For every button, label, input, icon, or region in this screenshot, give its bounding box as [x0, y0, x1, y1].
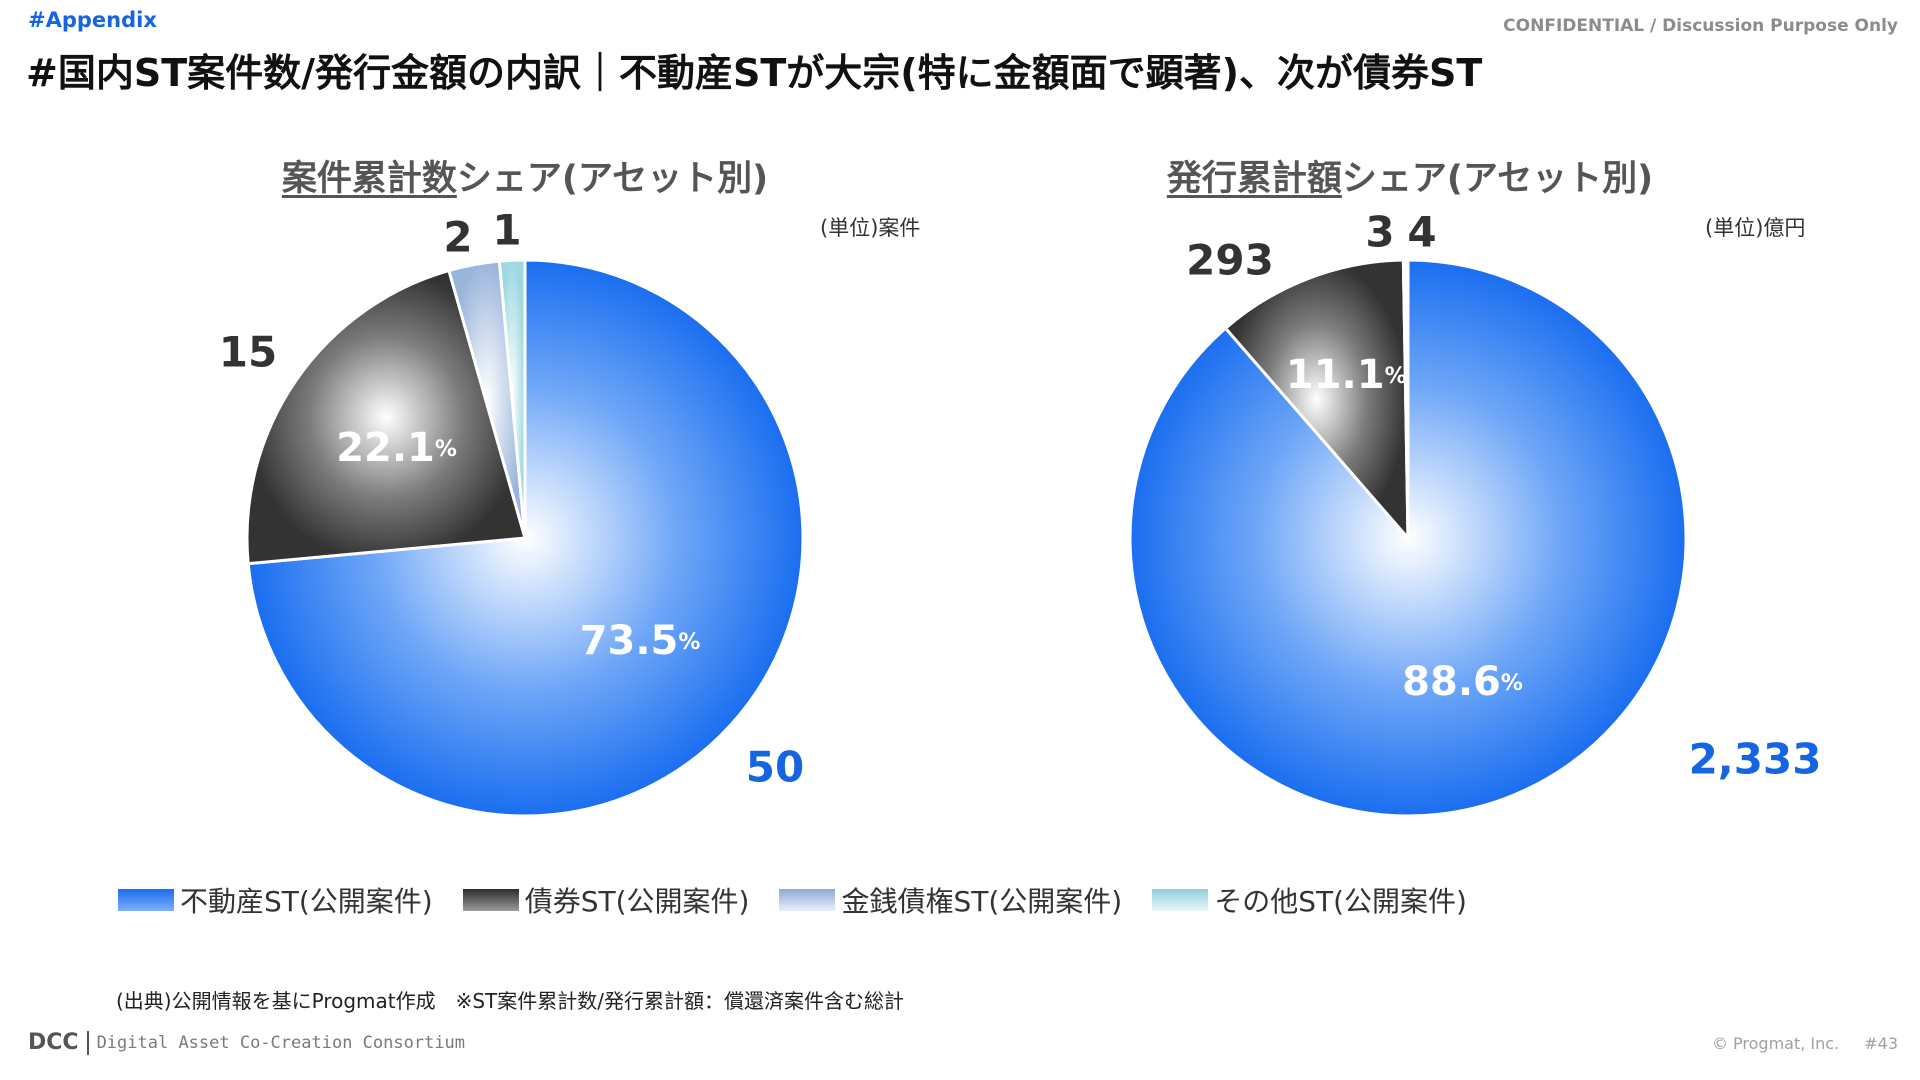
percent-sign: %	[1501, 671, 1523, 696]
percent-value: 11.1	[1286, 352, 1385, 398]
legend-swatch-real-estate	[118, 889, 174, 911]
legend: 不動産ST(公開案件) 債券ST(公開案件) 金銭債権ST(公開案件) その他S…	[118, 880, 1497, 920]
percent-label: 11.1%	[1286, 352, 1407, 398]
unit-label-count: (単位)案件	[820, 216, 921, 240]
legend-label: 不動産ST(公開案件)	[180, 885, 433, 918]
legend-item-monetary-claim: 金銭債権ST(公開案件)	[779, 880, 1122, 920]
chart-title-amount-rest: シェア(アセット別)	[1341, 159, 1654, 199]
percent-value: 22.1	[336, 425, 435, 471]
chart-title-amount-underlined: 発行累計額	[1166, 159, 1342, 199]
confidential-label: CONFIDENTIAL / Discussion Purpose Only	[1503, 16, 1898, 36]
page-title: #国内ST案件数/発行金額の内訳｜不動産STが大宗(特に金額面で顕著)、次が債券…	[26, 51, 1483, 95]
source-note: (出典)公開情報を基にProgmat作成 ※ST案件累計数/発行累計額：償還済案…	[116, 989, 905, 1013]
percent-label: 73.5%	[580, 618, 701, 664]
dcc-logo-text: DCC	[28, 1030, 79, 1055]
chart-title-count-underlined: 案件累計数	[281, 159, 457, 199]
legend-label: 金銭債権ST(公開案件)	[841, 885, 1123, 918]
value-label: 15	[219, 328, 277, 377]
logo-subtitle: Digital Asset Co-Creation Consortium	[96, 1032, 466, 1053]
appendix-tag: #Appendix	[28, 8, 157, 32]
percent-value: 88.6	[1402, 659, 1501, 705]
slice-other	[497, 258, 527, 540]
value-label: 50	[746, 743, 804, 792]
value-label: 2,333	[1689, 735, 1822, 784]
chart-title-amount: 発行累計額シェア(アセット別)	[1110, 150, 1710, 201]
percent-value: 73.5	[580, 618, 679, 664]
chart-title-count-rest: シェア(アセット別)	[456, 159, 769, 199]
value-label: 1	[492, 206, 521, 255]
legend-item-other: その他ST(公開案件)	[1152, 880, 1467, 920]
legend-label: 債券ST(公開案件)	[524, 885, 750, 918]
logo-divider	[86, 1030, 89, 1055]
value-label: 3	[1365, 208, 1394, 257]
percent-sign: %	[435, 437, 457, 462]
percent-label: 88.6%	[1402, 659, 1523, 705]
percent-sign: %	[678, 630, 700, 655]
percent-label: 22.1%	[336, 425, 457, 471]
slice-bond	[245, 269, 527, 566]
footer-right: © Progmat, Inc. #43	[1712, 1034, 1898, 1053]
legend-swatch-monetary-claim	[779, 889, 836, 911]
value-label: 2	[443, 213, 472, 262]
slice-bond	[1224, 258, 1410, 540]
copyright: © Progmat, Inc.	[1711, 1034, 1840, 1053]
percent-sign: %	[1385, 364, 1407, 389]
legend-swatch-bond	[462, 889, 519, 911]
legend-item-real-estate: 不動産ST(公開案件)	[118, 880, 433, 920]
page-number: #43	[1864, 1034, 1898, 1053]
chart-title-count: 案件累計数シェア(アセット別)	[225, 150, 825, 201]
legend-swatch-other	[1152, 889, 1209, 911]
slice-other	[1403, 258, 1410, 540]
legend-item-bond: 債券ST(公開案件)	[462, 880, 750, 920]
legend-label: その他ST(公開案件)	[1214, 885, 1467, 918]
unit-label-amount: (単位)億円	[1705, 216, 1806, 240]
value-label: 293	[1186, 236, 1274, 285]
value-label: 4	[1407, 208, 1436, 257]
footer-logo: DCC Digital Asset Co-Creation Consortium	[28, 1030, 465, 1055]
